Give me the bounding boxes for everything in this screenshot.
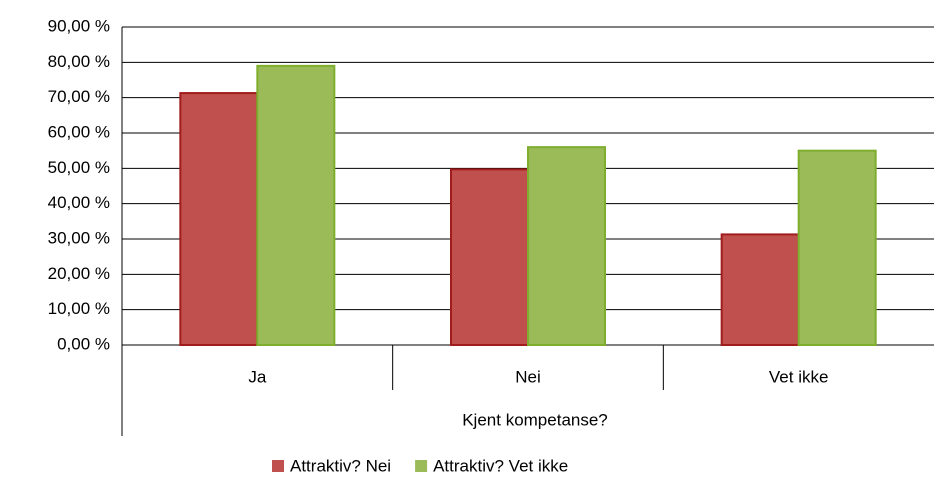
bar	[797, 149, 877, 346]
y-tick-label: 60,00 %	[48, 122, 110, 141]
x-tick-label: Nei	[515, 367, 541, 386]
bar	[256, 64, 336, 346]
x-axis-title: Kjent kompetanse?	[462, 410, 608, 429]
y-tick-label: 30,00 %	[48, 228, 110, 247]
y-tick-label: 50,00 %	[48, 158, 110, 177]
y-tick-label: 40,00 %	[48, 193, 110, 212]
legend-swatch	[272, 460, 284, 472]
y-tick-label: 10,00 %	[48, 299, 110, 318]
y-tick-label: 80,00 %	[48, 52, 110, 71]
x-tick-label: Ja	[248, 367, 267, 386]
legend-label: Attraktiv? Vet ikke	[433, 456, 568, 475]
legend-swatch	[415, 460, 428, 472]
y-tick-label: 0,00 %	[57, 334, 110, 353]
bar	[720, 233, 800, 346]
y-tick-label: 90,00 %	[48, 16, 110, 35]
x-tick-label: Vet ikke	[769, 367, 829, 386]
y-tick-label: 70,00 %	[48, 87, 110, 106]
bar	[179, 92, 259, 346]
legend-label: Attraktiv? Nei	[290, 456, 391, 475]
bar	[450, 168, 529, 346]
y-tick-label: 20,00 %	[48, 264, 110, 283]
bar	[527, 146, 606, 346]
